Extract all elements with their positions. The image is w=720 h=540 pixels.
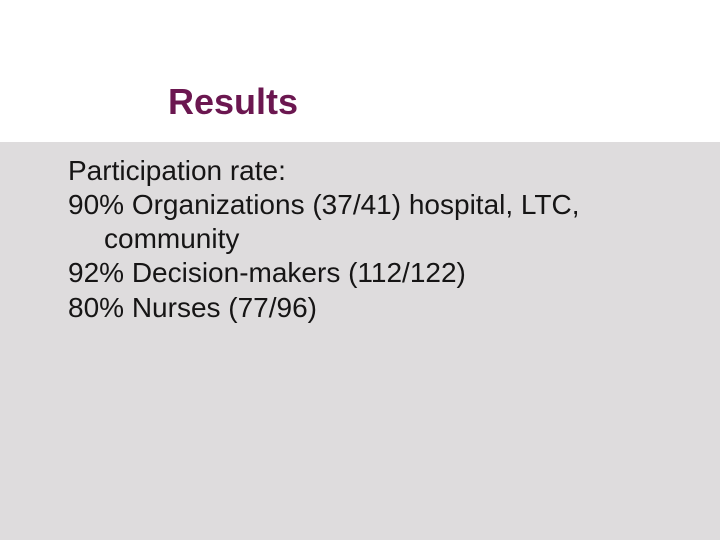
body-line-2: 90% Organizations (37/41) hospital, LTC, — [68, 188, 668, 222]
body-region: Participation rate: 90% Organizations (3… — [0, 142, 720, 540]
header-region: Results — [0, 0, 720, 142]
content-block: Participation rate: 90% Organizations (3… — [68, 154, 668, 325]
body-line-2-cont: community — [68, 222, 668, 256]
body-line-4: 80% Nurses (77/96) — [68, 291, 668, 325]
slide-title: Results — [168, 82, 298, 122]
body-line-1: Participation rate: — [68, 154, 668, 188]
body-line-3: 92% Decision-makers (112/122) — [68, 256, 668, 290]
